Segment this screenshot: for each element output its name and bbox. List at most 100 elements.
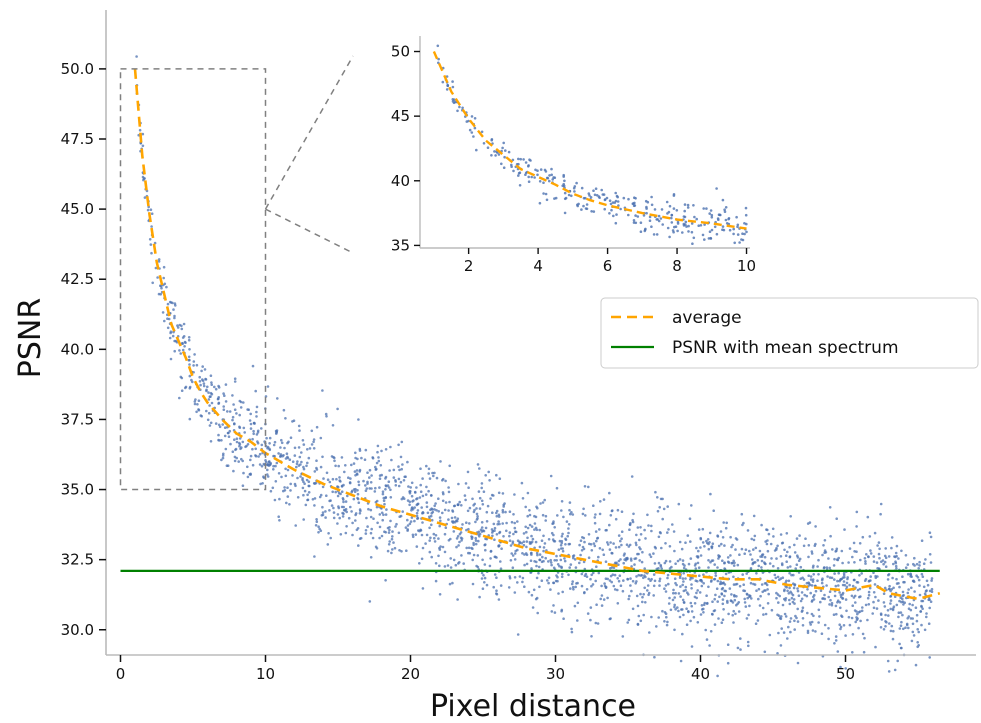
scatter-point	[731, 601, 735, 604]
scatter-point	[617, 579, 621, 583]
scatter-point	[684, 541, 687, 544]
scatter-point	[394, 525, 397, 528]
scatter-point	[151, 281, 154, 285]
inset-scatter-point	[545, 198, 549, 202]
scatter-point	[639, 619, 643, 623]
scatter-point	[404, 526, 408, 529]
scatter-point	[432, 474, 435, 478]
scatter-point	[553, 540, 557, 543]
scatter-point	[282, 454, 285, 457]
scatter-point	[336, 485, 340, 489]
inset-scatter-point	[563, 211, 567, 215]
scatter-point	[566, 534, 569, 538]
scatter-point	[572, 588, 575, 591]
scatter-point	[853, 561, 856, 564]
scatter-point	[410, 481, 414, 485]
scatter-point	[525, 540, 529, 543]
scatter-point	[861, 632, 865, 636]
scatter-point	[206, 385, 209, 389]
scatter-point	[723, 561, 726, 564]
scatter-point	[530, 551, 533, 555]
scatter-point	[530, 534, 533, 538]
scatter-point	[246, 443, 250, 446]
scatter-point	[481, 558, 484, 562]
y-tick-label: 35.0	[61, 481, 94, 499]
inset-scatter-point	[639, 221, 643, 224]
inset-scatter-point	[740, 238, 743, 241]
inset-scatter-point	[670, 216, 673, 220]
inset-scatter-point	[563, 191, 567, 195]
scatter-point	[525, 530, 528, 534]
scatter-point	[182, 335, 186, 338]
scatter-point	[650, 529, 653, 533]
scatter-point	[806, 588, 809, 591]
scatter-point	[792, 582, 795, 585]
scatter-point	[540, 579, 544, 582]
scatter-point	[277, 472, 281, 475]
scatter-point	[706, 538, 710, 541]
scatter-point	[786, 550, 789, 554]
inset-scatter-point	[705, 207, 708, 210]
inset-scatter-point	[465, 120, 469, 123]
scatter-point	[273, 440, 277, 444]
scatter-point	[364, 529, 368, 532]
scatter-point	[491, 531, 494, 534]
scatter-point	[567, 527, 570, 530]
scatter-point	[780, 627, 783, 630]
scatter-point	[696, 589, 699, 592]
scatter-point	[233, 438, 236, 442]
scatter-point	[187, 336, 191, 339]
scatter-point	[513, 521, 516, 525]
scatter-point	[839, 577, 843, 581]
inset-scatter-point	[632, 202, 635, 205]
scatter-point	[920, 604, 923, 608]
scatter-point	[419, 529, 423, 532]
inset-scatter-point	[693, 215, 696, 219]
scatter-point	[850, 616, 854, 620]
scatter-point	[911, 630, 915, 634]
scatter-point	[553, 559, 556, 562]
scatter-point	[556, 575, 559, 579]
scatter-point	[586, 612, 590, 615]
scatter-point	[356, 489, 359, 492]
inset-scatter-point	[708, 230, 712, 233]
scatter-point	[611, 573, 615, 576]
scatter-point	[179, 352, 182, 355]
inset-scatter-point	[645, 211, 648, 215]
scatter-point	[570, 630, 574, 634]
scatter-point	[699, 578, 703, 582]
inset-scatter-point	[661, 223, 664, 226]
scatter-point	[661, 609, 664, 613]
scatter-point	[550, 563, 553, 567]
scatter-point	[668, 560, 672, 563]
scatter-point	[859, 558, 862, 562]
scatter-point	[682, 601, 686, 604]
scatter-point	[272, 468, 275, 471]
scatter-point	[580, 584, 584, 588]
inset-scatter-point	[536, 173, 539, 177]
scatter-point	[511, 554, 515, 557]
scatter-point	[682, 566, 686, 570]
scatter-point	[547, 538, 551, 541]
scatter-point	[221, 456, 225, 460]
scatter-point	[409, 486, 413, 489]
scatter-point	[865, 553, 868, 556]
scatter-point	[644, 601, 647, 604]
scatter-point	[390, 551, 393, 555]
scatter-point	[355, 469, 359, 472]
scatter-point	[547, 576, 551, 580]
scatter-point	[331, 490, 335, 494]
scatter-point	[293, 446, 297, 450]
scatter-point	[535, 551, 539, 555]
scatter-point	[178, 396, 181, 400]
inset-scatter-point	[670, 213, 674, 217]
scatter-point	[635, 580, 638, 583]
scatter-point	[881, 559, 885, 562]
scatter-point	[606, 543, 610, 546]
inset-scatter-point	[721, 228, 724, 231]
scatter-point	[740, 547, 744, 551]
scatter-point	[850, 594, 854, 598]
scatter-point	[282, 489, 285, 493]
scatter-point	[847, 561, 850, 564]
